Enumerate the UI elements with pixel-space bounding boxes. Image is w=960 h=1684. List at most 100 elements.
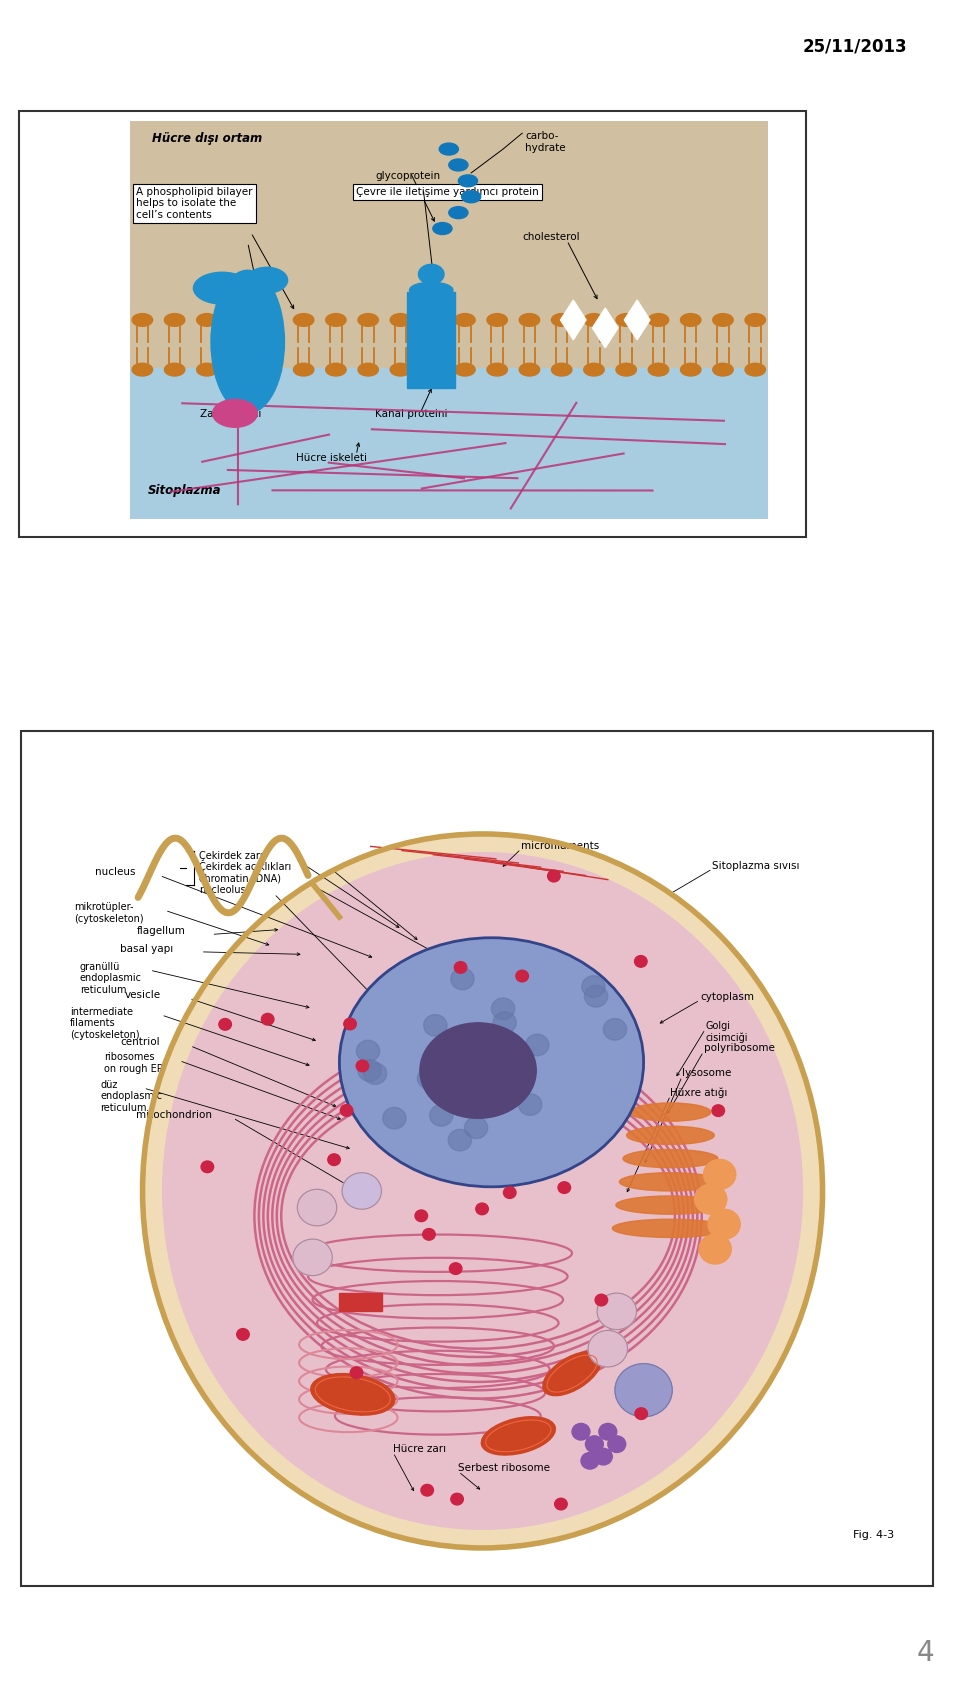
Circle shape [423,1014,447,1036]
Circle shape [201,1160,214,1172]
Circle shape [503,1187,516,1199]
Circle shape [294,313,314,327]
Circle shape [356,1041,379,1063]
Circle shape [588,1330,628,1367]
Text: carbo-
hydrate: carbo- hydrate [525,131,566,153]
Circle shape [584,313,604,327]
Circle shape [425,1049,449,1071]
Circle shape [350,1367,363,1379]
Circle shape [582,975,605,997]
Bar [130,121,768,367]
Text: Hücre zarı: Hücre zarı [393,1445,446,1455]
Circle shape [595,1295,608,1305]
Ellipse shape [627,1127,714,1145]
Circle shape [712,313,733,327]
Ellipse shape [142,834,823,1548]
Circle shape [415,1211,427,1221]
Circle shape [358,313,378,327]
Circle shape [451,968,474,990]
Circle shape [448,207,468,219]
Circle shape [344,1019,356,1029]
Text: Serbest ribosome: Serbest ribosome [458,1463,550,1474]
Circle shape [261,364,281,376]
Text: cholesterol: cholesterol [522,232,580,242]
Text: Zar proteini: Zar proteini [200,409,261,419]
Text: centriol: centriol [120,1037,159,1047]
Circle shape [293,1239,332,1276]
Circle shape [358,1059,381,1081]
Circle shape [448,1130,471,1150]
Circle shape [487,313,508,327]
Ellipse shape [162,852,803,1529]
Circle shape [212,399,257,428]
Circle shape [518,1095,541,1115]
Circle shape [462,190,481,202]
Circle shape [356,1061,369,1071]
Circle shape [219,1019,231,1031]
Circle shape [712,1105,725,1116]
Circle shape [599,1423,616,1440]
Circle shape [584,364,604,376]
Text: polyribosome: polyribosome [704,1042,775,1052]
Text: Kanal proteini: Kanal proteini [375,409,448,419]
Circle shape [342,1172,381,1209]
Circle shape [745,313,765,327]
Circle shape [526,1034,549,1056]
Text: nucleolus: nucleolus [199,886,246,896]
Circle shape [648,364,669,376]
Circle shape [420,1484,434,1495]
Ellipse shape [311,1374,395,1415]
Circle shape [699,1234,732,1265]
Text: cytoplasm: cytoplasm [700,992,754,1002]
Circle shape [294,364,314,376]
Circle shape [364,1063,387,1084]
Text: mitochondrion: mitochondrion [136,1110,212,1120]
Ellipse shape [619,1172,722,1191]
Text: basal yapı: basal yapı [120,943,174,953]
Circle shape [455,313,475,327]
Text: Sitoplazma: Sitoplazma [148,483,221,497]
Text: intermediate
filaments
(cytoskeleton): intermediate filaments (cytoskeleton) [70,1007,140,1039]
Circle shape [465,1116,488,1138]
Circle shape [487,364,508,376]
Bar [407,291,455,387]
Circle shape [325,313,347,327]
Circle shape [586,1436,603,1453]
Text: nucleus: nucleus [95,867,135,877]
Circle shape [454,962,467,973]
Circle shape [597,1293,636,1330]
Circle shape [635,955,647,967]
Circle shape [648,313,669,327]
Text: vesicle: vesicle [125,990,160,1000]
Circle shape [298,1189,337,1226]
Ellipse shape [542,1352,601,1396]
Circle shape [390,364,411,376]
Circle shape [594,1448,612,1465]
Circle shape [551,364,572,376]
Text: chromatin (DNA): chromatin (DNA) [199,874,281,884]
Circle shape [422,313,443,327]
Circle shape [383,1108,406,1128]
Text: Hüxre atığı: Hüxre atığı [670,1088,728,1098]
Polygon shape [592,308,618,349]
Circle shape [422,1229,435,1239]
Text: microfilaments: microfilaments [521,840,599,850]
Bar [340,1293,382,1312]
Text: 25/11/2013: 25/11/2013 [803,37,907,56]
Text: Hücre dışı ortam: Hücre dışı ortam [152,133,262,145]
Text: Hücre iskeleti: Hücre iskeleti [296,453,367,463]
Circle shape [558,1182,570,1194]
Circle shape [608,1436,626,1453]
Ellipse shape [630,1103,710,1122]
Text: ribosomes
on rough ER: ribosomes on rough ER [104,1052,164,1074]
Circle shape [261,313,281,327]
Ellipse shape [410,283,453,298]
Circle shape [237,1329,250,1340]
Circle shape [712,364,733,376]
Circle shape [261,1014,274,1026]
Text: glycoprotein: glycoprotein [375,170,441,180]
Circle shape [430,1105,453,1127]
Circle shape [635,1408,647,1420]
Text: granüllü
endoplasmic
reticulum: granüllü endoplasmic reticulum [80,962,142,995]
Circle shape [616,364,636,376]
